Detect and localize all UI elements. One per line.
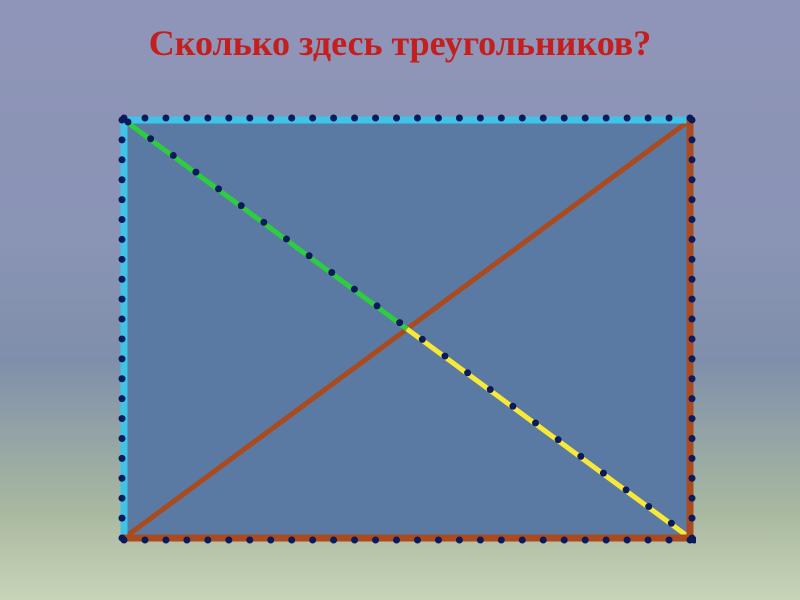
slide-title: Сколько здесь треугольников? bbox=[0, 22, 800, 64]
triangle-diagram bbox=[118, 114, 696, 544]
diagram-svg bbox=[118, 114, 696, 544]
